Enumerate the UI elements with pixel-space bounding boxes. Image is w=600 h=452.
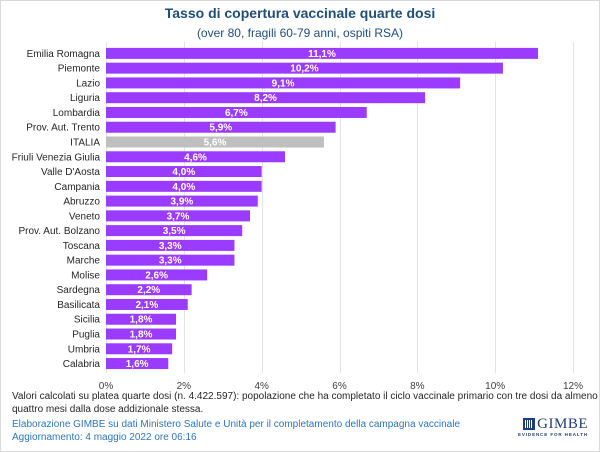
category-labels: Emilia Romagna Piemonte Lazio Liguria Lombar… xyxy=(12,49,101,370)
bar-chart: Emilia Romagna Piemonte Lazio Liguria Lombar… xyxy=(12,42,583,392)
gimbe-logo: GIMBE EVIDENCE FOR HEALTH xyxy=(510,417,588,443)
data-label: 1,8% xyxy=(130,330,153,341)
bar xyxy=(106,121,336,133)
category-label: Abruzzo xyxy=(63,197,100,208)
bar xyxy=(106,358,169,370)
category-label: Calabria xyxy=(63,359,101,370)
data-label: 9,1% xyxy=(272,78,295,89)
category-label: Piemonte xyxy=(58,64,101,75)
x-tick-label: 4% xyxy=(254,381,269,392)
bar xyxy=(106,328,177,340)
data-label: 10,2% xyxy=(290,64,318,75)
x-tick-label: 2% xyxy=(177,381,192,392)
footnote-line-2: quattro mesi dalla dose addizionale stes… xyxy=(12,404,204,415)
category-label: Basilicata xyxy=(57,300,100,311)
bar xyxy=(106,62,503,74)
data-label: 1,7% xyxy=(128,344,151,355)
data-label: 8,2% xyxy=(254,93,277,104)
bar xyxy=(106,298,188,310)
bar xyxy=(106,151,286,163)
data-labels: 11,1% 10,2% 9,1% 8,2% 6,7% 5,9% 5,6% 4,6% 4,0% 4,… xyxy=(126,49,336,370)
data-label: 11,1% xyxy=(308,49,336,60)
category-label: Campania xyxy=(54,182,100,193)
x-tick-label: 0% xyxy=(99,381,114,392)
bar xyxy=(106,313,177,325)
data-label: 2,1% xyxy=(135,300,158,311)
category-label: Lombardia xyxy=(53,108,101,119)
bar xyxy=(106,166,262,178)
chart-subtitle: (over 80, fragili 60-79 anni, ospiti RSA… xyxy=(196,26,404,40)
category-label: Friuli Venezia Giulia xyxy=(12,152,101,163)
data-label: 2,2% xyxy=(137,285,160,296)
bar xyxy=(106,269,208,281)
category-label: Prov. Aut. Trento xyxy=(26,123,100,134)
bar xyxy=(106,225,243,237)
bar xyxy=(106,47,538,59)
category-label: Veneto xyxy=(69,211,101,222)
x-tick-label: 10% xyxy=(485,381,505,392)
bar xyxy=(106,136,324,148)
category-label: Liguria xyxy=(70,93,100,104)
bar xyxy=(106,239,235,251)
data-label: 1,6% xyxy=(126,359,149,370)
bar xyxy=(106,210,250,222)
bar xyxy=(106,92,426,104)
bar xyxy=(106,284,192,296)
x-tick-label: 12% xyxy=(563,381,583,392)
gimbe-logo-icon xyxy=(523,418,536,430)
category-label: Lazio xyxy=(76,78,100,89)
category-label: Sardegna xyxy=(57,285,101,296)
bar xyxy=(106,195,258,207)
category-label: Emilia Romagna xyxy=(27,49,101,60)
data-label: 3,3% xyxy=(159,241,182,252)
logo-tagline: EVIDENCE FOR HEALTH xyxy=(517,432,588,437)
data-label: 3,3% xyxy=(159,256,182,267)
category-label: Prov. Aut. Bolzano xyxy=(18,226,100,237)
x-tick-label: 6% xyxy=(332,381,347,392)
bars xyxy=(106,47,538,370)
data-label: 3,7% xyxy=(167,211,190,222)
data-label: 3,5% xyxy=(163,226,186,237)
data-label: 5,9% xyxy=(209,123,232,134)
category-label: Umbria xyxy=(68,344,101,355)
data-label: 3,9% xyxy=(170,197,193,208)
data-label: 1,8% xyxy=(130,315,153,326)
data-label: 4,0% xyxy=(172,182,195,193)
data-label: 5,6% xyxy=(204,138,227,149)
x-tick-labels: 0% 2% 4% 6% 8% 10% 12% xyxy=(99,381,583,392)
bar xyxy=(106,343,173,355)
x-tick-label: 8% xyxy=(410,381,425,392)
data-label: 4,6% xyxy=(184,152,207,163)
bar xyxy=(106,180,262,192)
category-label: Marche xyxy=(67,256,101,267)
bar xyxy=(106,106,367,118)
category-label: Toscana xyxy=(63,241,101,252)
category-label: Puglia xyxy=(72,330,100,341)
data-label: 4,0% xyxy=(172,167,195,178)
category-label: Molise xyxy=(71,270,100,281)
source-text: Elaborazione GIMBE su dati Ministero Sal… xyxy=(12,419,461,430)
category-label: Valle D'Aosta xyxy=(41,167,100,178)
chart-title: Tasso di copertura vaccinale quarte dosi xyxy=(164,5,436,21)
logo-name: GIMBE xyxy=(537,416,588,432)
data-label: 6,7% xyxy=(225,108,248,119)
bar xyxy=(106,254,235,266)
category-label: Sicilia xyxy=(74,315,101,326)
update-timestamp: Aggiornamento: 4 maggio 2022 ore 06:16 xyxy=(12,432,197,443)
category-label: ITALIA xyxy=(70,138,100,149)
data-label: 2,6% xyxy=(145,270,168,281)
footnote-line-1: Valori calcolati su platea quarte dosi (… xyxy=(12,391,598,402)
bar xyxy=(106,77,461,89)
